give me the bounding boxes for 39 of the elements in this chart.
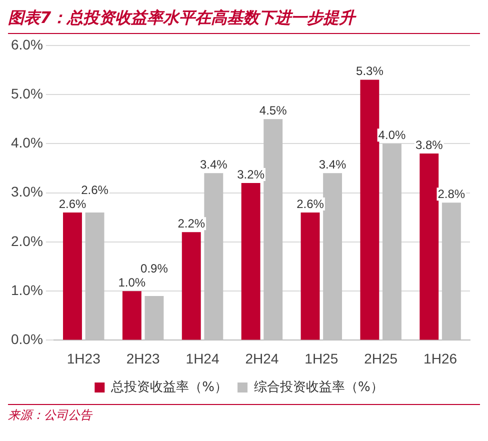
bar bbox=[300, 212, 320, 340]
bar bbox=[122, 291, 142, 340]
x-tick-label: 1H23 bbox=[66, 350, 101, 366]
bar bbox=[182, 232, 201, 340]
x-tick-label: 1H25 bbox=[304, 350, 338, 366]
y-tick-label: 6.0% bbox=[10, 36, 43, 52]
legend-label: 总投资收益率（%） bbox=[110, 378, 228, 395]
data-label: 0.9% bbox=[140, 261, 168, 276]
data-label: 2.6% bbox=[58, 196, 86, 211]
x-tick-label: 2H24 bbox=[245, 350, 279, 366]
x-tick-label: 1H24 bbox=[186, 350, 220, 366]
y-tick-label: 0.0% bbox=[10, 331, 43, 348]
bar bbox=[360, 80, 380, 340]
data-label: 2.6% bbox=[296, 196, 324, 211]
data-label: 3.4% bbox=[318, 157, 347, 172]
y-tick-label: 1.0% bbox=[10, 282, 43, 298]
legend-label: 综合投资收益率（%） bbox=[254, 378, 384, 395]
bar bbox=[63, 212, 82, 340]
y-tick-label: 5.0% bbox=[10, 85, 43, 102]
data-label: 4.0% bbox=[378, 128, 406, 142]
source-note: 来源：公司公告 bbox=[8, 404, 480, 424]
y-tick-label: 3.0% bbox=[10, 184, 43, 200]
y-tick-label: 4.0% bbox=[10, 134, 43, 151]
x-tick-label: 2H23 bbox=[126, 350, 160, 366]
bar bbox=[241, 182, 260, 340]
data-label: 1.0% bbox=[118, 275, 146, 290]
x-tick-label: 1H26 bbox=[424, 350, 458, 366]
data-label: 3.4% bbox=[200, 157, 228, 172]
bar bbox=[420, 153, 439, 340]
data-label: 4.5% bbox=[259, 103, 288, 118]
chart-title: 图表7：总投资收益率水平在高基数下进一步提升 bbox=[8, 8, 480, 34]
y-tick-label: 2.0% bbox=[10, 232, 43, 249]
data-label: 3.8% bbox=[415, 138, 444, 152]
data-label: 3.2% bbox=[237, 167, 265, 182]
data-label: 2.2% bbox=[178, 216, 206, 230]
x-tick-label: 2H25 bbox=[364, 350, 398, 366]
data-label: 2.6% bbox=[81, 182, 109, 197]
data-label: 5.3% bbox=[356, 64, 384, 78]
data-label: 2.8% bbox=[438, 186, 466, 201]
